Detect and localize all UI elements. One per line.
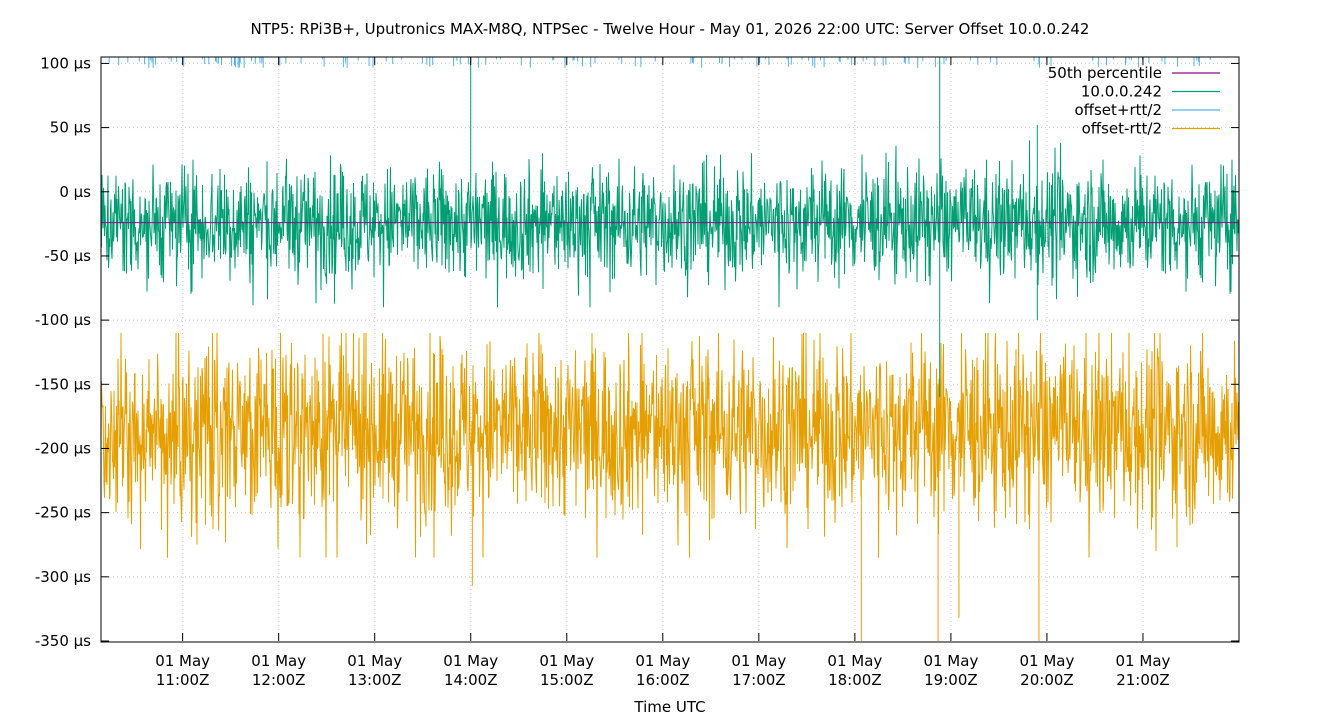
series-offset bbox=[100, 57, 1240, 398]
legend-label: 50th percentile bbox=[1048, 64, 1162, 82]
y-tick-label: 100 µs bbox=[40, 54, 91, 72]
chart-legend: 50th percentile10.0.0.242offset+rtt/2off… bbox=[1048, 64, 1220, 138]
x-tick-label: 01 May bbox=[251, 652, 306, 670]
x-tick-label: 01 May bbox=[827, 652, 882, 670]
x-tick-label: 15:00Z bbox=[540, 671, 594, 689]
y-tick-label: 0 µs bbox=[59, 183, 91, 201]
y-tick-label: -150 µs bbox=[35, 375, 91, 393]
x-tick-label: 14:00Z bbox=[444, 671, 498, 689]
x-tick-label: 01 May bbox=[539, 652, 594, 670]
y-tick-label: -100 µs bbox=[35, 311, 91, 329]
chart-grid bbox=[101, 57, 1239, 641]
plot-border bbox=[100, 56, 1240, 643]
x-tick-label: 01 May bbox=[443, 652, 498, 670]
x-tick-label: 13:00Z bbox=[348, 671, 402, 689]
x-tick-label: 17:00Z bbox=[732, 671, 786, 689]
x-tick-label: 18:00Z bbox=[828, 671, 882, 689]
x-tick-label: 21:00Z bbox=[1116, 671, 1170, 689]
axis-ticks: 100 µs 50 µs 0 µs -50 µs -100 µs -150 µs -200 … bbox=[35, 54, 1239, 689]
x-axis-label: Time UTC bbox=[633, 698, 705, 716]
x-tick-label: 01 May bbox=[347, 652, 402, 670]
x-tick-label: 01 May bbox=[155, 652, 210, 670]
x-tick-label: 01 May bbox=[731, 652, 786, 670]
chart-series bbox=[100, 57, 1240, 641]
y-tick-label: 50 µs bbox=[50, 119, 91, 137]
chart-title: NTP5: RPi3B+, Uputronics MAX-M8Q, NTPSec… bbox=[251, 20, 1090, 38]
x-tick-label: 01 May bbox=[923, 652, 978, 670]
x-tick-label: 11:00Z bbox=[156, 671, 210, 689]
series-offset-plus-rtt bbox=[108, 57, 1211, 68]
y-tick-label: -50 µs bbox=[44, 247, 91, 265]
legend-label: offset-rtt/2 bbox=[1082, 120, 1162, 138]
y-tick-label: -250 µs bbox=[35, 504, 91, 522]
y-tick-label: -300 µs bbox=[35, 568, 91, 586]
y-tick-label: -200 µs bbox=[35, 439, 91, 457]
x-tick-label: 01 May bbox=[1116, 652, 1171, 670]
series-offset-minus-rtt bbox=[100, 332, 1240, 641]
legend-label: offset+rtt/2 bbox=[1074, 101, 1162, 119]
x-tick-label: 01 May bbox=[1019, 652, 1074, 670]
legend-label: 10.0.0.242 bbox=[1081, 83, 1162, 101]
x-tick-label: 16:00Z bbox=[636, 671, 690, 689]
x-tick-label: 01 May bbox=[635, 652, 690, 670]
x-tick-label: 12:00Z bbox=[252, 671, 306, 689]
y-tick-label: -350 µs bbox=[35, 632, 91, 650]
x-tick-label: 20:00Z bbox=[1020, 671, 1074, 689]
x-tick-label: 19:00Z bbox=[924, 671, 978, 689]
